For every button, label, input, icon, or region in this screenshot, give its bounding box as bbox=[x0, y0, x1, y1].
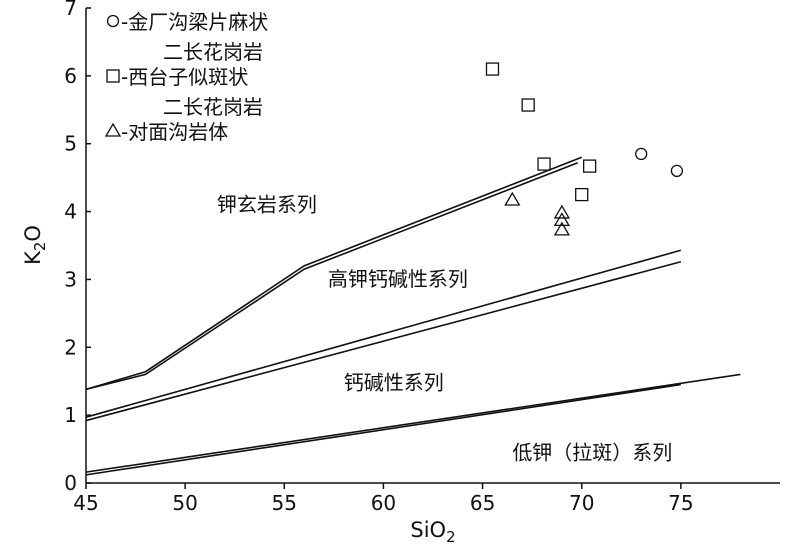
boundary-line-1-0 bbox=[85, 261, 682, 422]
y-tick-label: 0 bbox=[64, 471, 77, 495]
triangle-marker bbox=[553, 221, 571, 236]
x-label-main: SiO bbox=[410, 518, 446, 542]
y-tick-label: 4 bbox=[64, 200, 77, 224]
y-tick-label: 1 bbox=[64, 403, 77, 427]
region-label: 低钾（拉斑）系列 bbox=[512, 440, 672, 464]
x-tick-label: 55 bbox=[272, 491, 297, 515]
square-marker bbox=[521, 98, 535, 112]
x-tick-label: 65 bbox=[470, 491, 495, 515]
square-marker bbox=[582, 159, 597, 173]
legend-entry-label: -西台子似斑状 bbox=[121, 65, 248, 89]
square-marker bbox=[485, 62, 500, 76]
data-points bbox=[485, 62, 684, 236]
circle-marker bbox=[670, 164, 684, 178]
y-tick-label: 7 bbox=[64, 0, 77, 20]
triangle-marker bbox=[504, 191, 521, 206]
legend-entry-label-line2: 二长花岗岩 bbox=[163, 95, 263, 119]
region-label: 钙碱性系列 bbox=[344, 370, 444, 394]
y-tick-label: 2 bbox=[64, 335, 77, 359]
boundary-line-0-0 bbox=[85, 161, 579, 391]
x-tick-label: 70 bbox=[569, 491, 594, 515]
axes bbox=[85, 8, 780, 484]
y-label-end: O bbox=[21, 225, 45, 242]
legend-entry-label: -金厂沟梁片麻状 bbox=[121, 10, 268, 34]
region-label: 钾玄岩系列 bbox=[217, 193, 317, 217]
boundary-line-2-1 bbox=[85, 373, 741, 473]
square-marker bbox=[575, 187, 589, 202]
x-tick-label: 60 bbox=[371, 491, 396, 515]
triangle-marker bbox=[553, 212, 571, 227]
square-marker bbox=[537, 157, 551, 171]
x-tick-label: 75 bbox=[668, 491, 693, 515]
x-tick-label: 45 bbox=[73, 491, 98, 515]
triangle-marker bbox=[104, 122, 122, 137]
triangle-marker bbox=[553, 204, 571, 219]
y-ticks: 0 1 2 3 4 5 6 7 bbox=[64, 0, 91, 495]
y-label-main: K bbox=[21, 250, 45, 265]
x-label-sub: 2 bbox=[446, 528, 456, 545]
circle-marker bbox=[106, 14, 120, 28]
boundary-line-2-0 bbox=[85, 383, 681, 476]
x-tick-label: 50 bbox=[172, 491, 197, 515]
boundary-line-1-1 bbox=[85, 249, 682, 418]
y-axis-label: K2O bbox=[21, 225, 49, 265]
y-tick-label: 6 bbox=[64, 64, 77, 88]
circle-marker bbox=[635, 147, 648, 161]
region-label: 高钾钙碱性系列 bbox=[328, 267, 468, 291]
x-ticks: 45 50 55 60 65 70 75 bbox=[73, 483, 694, 515]
series-boundaries bbox=[85, 156, 741, 476]
y-tick-label: 5 bbox=[64, 132, 77, 156]
y-label-sub: 2 bbox=[31, 242, 49, 252]
square-marker bbox=[106, 69, 120, 83]
legend-entry-label-line2: 二长花岗岩 bbox=[163, 40, 263, 64]
x-axis-label: SiO2 bbox=[410, 518, 455, 545]
boundary-line-0-1 bbox=[85, 156, 583, 391]
y-tick-label: 3 bbox=[64, 267, 77, 291]
legend-entry-label: -对面沟岩体 bbox=[121, 120, 228, 144]
